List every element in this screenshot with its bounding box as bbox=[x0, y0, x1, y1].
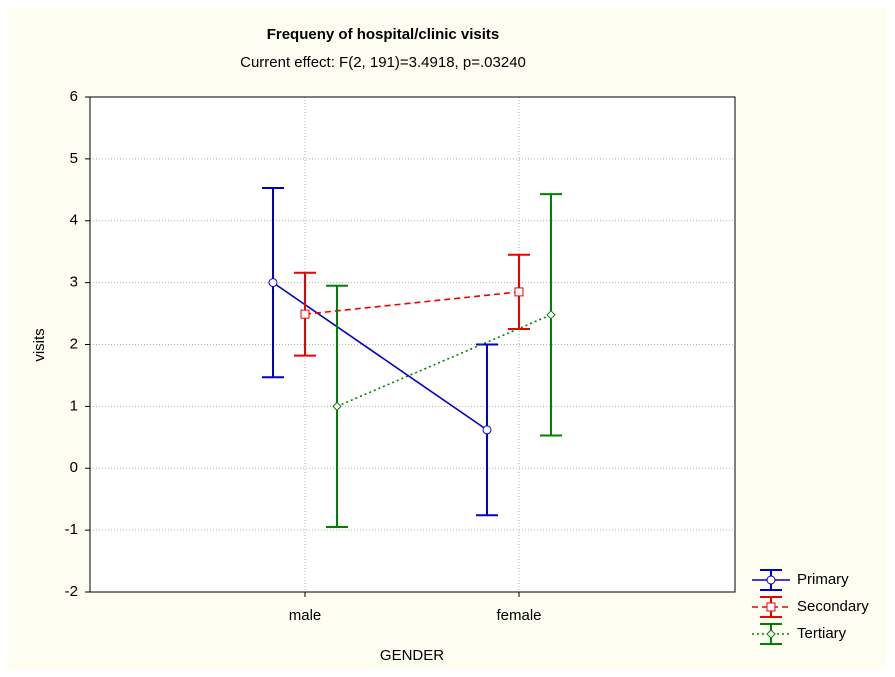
legend-label: Secondary bbox=[797, 598, 869, 615]
marker bbox=[268, 278, 278, 288]
marker bbox=[482, 425, 492, 435]
marker bbox=[332, 401, 342, 412]
y-tick-label: -1 bbox=[65, 521, 78, 538]
series-line bbox=[336, 314, 552, 408]
chart-subtitle: Current effect: F(2, 191)=3.4918, p=.032… bbox=[240, 54, 526, 71]
series-line bbox=[272, 281, 488, 431]
y-tick-label: 1 bbox=[70, 397, 78, 414]
legend-marker bbox=[766, 602, 776, 612]
y-tick-label: 0 bbox=[70, 459, 78, 476]
y-tick-label: -2 bbox=[65, 583, 78, 600]
y-tick-label: 2 bbox=[70, 335, 78, 352]
legend-label: Primary bbox=[797, 571, 849, 588]
plot-frame bbox=[89, 96, 736, 593]
y-tick-label: 5 bbox=[70, 150, 78, 167]
x-axis-label: GENDER bbox=[380, 647, 444, 664]
marker bbox=[546, 310, 556, 320]
series-line bbox=[304, 291, 520, 315]
marker bbox=[300, 309, 310, 319]
marker bbox=[514, 287, 524, 297]
x-tick-label: female bbox=[496, 607, 541, 624]
chart-title: Frequeny of hospital/clinic visits bbox=[267, 26, 500, 43]
y-axis-label: visits bbox=[31, 328, 48, 361]
legend-marker bbox=[766, 629, 776, 639]
y-tick-label: 4 bbox=[70, 212, 78, 229]
legend-label: Tertiary bbox=[797, 625, 847, 642]
y-tick-label: 6 bbox=[70, 88, 78, 105]
x-tick-label: male bbox=[289, 607, 322, 624]
y-tick-label: 3 bbox=[70, 274, 78, 291]
legend-marker bbox=[766, 575, 776, 585]
